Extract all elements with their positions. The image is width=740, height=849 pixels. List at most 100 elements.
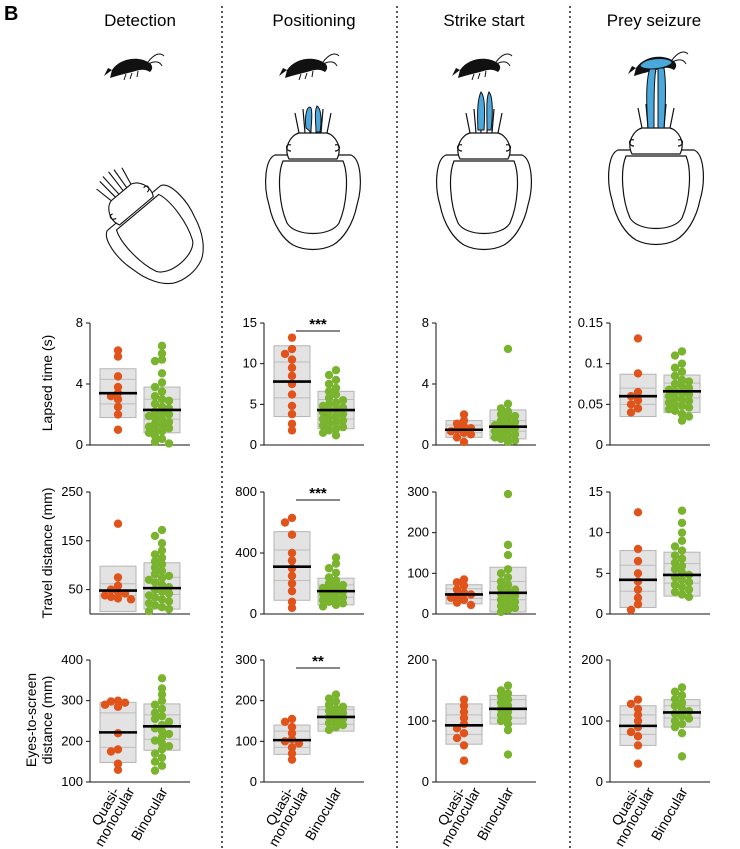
data-point — [324, 725, 334, 735]
data-point — [633, 732, 643, 741]
plot-travel-seizure: 0 5 10 15 — [589, 484, 710, 621]
data-point — [331, 390, 341, 399]
column-title-detection: Detection — [104, 11, 176, 30]
data-point — [670, 393, 680, 403]
data-point — [324, 718, 334, 728]
data-point — [496, 416, 506, 425]
data-point — [331, 704, 341, 713]
data-point — [677, 582, 687, 592]
data-point — [157, 349, 167, 358]
data-point — [287, 333, 297, 342]
data-point — [677, 729, 687, 738]
data-point — [338, 416, 348, 425]
data-point — [338, 422, 348, 432]
shrimp-icon — [278, 53, 340, 81]
y-tick-label: 100 — [581, 713, 603, 728]
data-point — [633, 396, 643, 405]
data-point — [318, 414, 328, 424]
data-point — [157, 761, 167, 770]
data-point — [338, 409, 348, 419]
y-tick-label: 300 — [407, 484, 429, 499]
y-tick-label: 100 — [61, 774, 83, 789]
data-point — [684, 412, 694, 421]
y-tick-label: 0 — [250, 774, 257, 789]
data-point — [677, 752, 687, 761]
data-point — [331, 411, 341, 420]
data-point — [466, 600, 476, 610]
cuttlefish-icon — [608, 58, 704, 246]
data-point — [157, 420, 167, 430]
y-tick-label: 0 — [596, 437, 603, 452]
data-point — [677, 536, 687, 545]
data-point — [150, 382, 160, 392]
data-point — [280, 349, 290, 359]
data-point — [677, 546, 687, 555]
data-point — [164, 717, 174, 727]
data-point — [113, 696, 123, 705]
data-point — [670, 687, 680, 696]
data-point — [324, 573, 334, 582]
y-tick-label: 5 — [596, 565, 603, 580]
data-point — [684, 585, 694, 594]
y-tick-label: 100 — [407, 713, 429, 728]
data-point — [150, 601, 160, 610]
data-point — [126, 595, 136, 604]
data-point — [670, 701, 680, 710]
data-point — [626, 727, 636, 737]
data-point — [677, 375, 687, 385]
data-point — [633, 334, 643, 343]
y-tick-label: 0 — [422, 606, 429, 621]
data-point — [496, 595, 506, 604]
data-point — [338, 720, 348, 730]
y-tick-label: 15 — [589, 484, 603, 499]
data-point — [287, 743, 297, 752]
data-point — [670, 400, 680, 409]
data-point — [503, 565, 513, 574]
y-tick-label: 0 — [250, 437, 257, 452]
data-point — [677, 401, 687, 411]
data-point — [157, 434, 167, 444]
data-point — [670, 406, 680, 416]
data-point — [503, 681, 513, 690]
data-point — [150, 392, 160, 401]
data-point — [510, 417, 520, 427]
data-point — [331, 424, 341, 433]
data-point — [150, 766, 160, 775]
data-point — [503, 437, 513, 447]
data-point — [677, 704, 687, 713]
data-point — [684, 714, 694, 723]
column-title-strike-start: Strike start — [443, 11, 525, 30]
data-point — [164, 571, 174, 581]
data-point — [496, 692, 506, 701]
data-point — [670, 363, 680, 372]
data-point — [157, 427, 167, 436]
data-point — [150, 356, 160, 366]
data-point — [496, 569, 506, 578]
data-point — [331, 697, 341, 706]
data-point — [452, 585, 462, 594]
data-point — [670, 351, 680, 360]
y-tick-label: 0 — [422, 437, 429, 452]
data-point — [684, 396, 694, 406]
data-point — [459, 410, 469, 419]
y-tick-label: 0.05 — [578, 396, 603, 411]
data-point — [113, 410, 123, 419]
data-point — [150, 708, 160, 718]
data-point — [150, 399, 160, 409]
data-point — [670, 551, 680, 560]
data-point — [287, 564, 297, 573]
data-point — [287, 597, 297, 606]
data-point — [164, 439, 174, 448]
data-point — [100, 700, 110, 709]
data-point — [331, 594, 341, 603]
plot-eyes-detection: 100 200 300 400 — [61, 652, 190, 789]
data-point — [503, 573, 513, 582]
data-point — [113, 702, 123, 711]
data-point — [633, 704, 643, 713]
data-point — [287, 355, 297, 364]
data-point — [510, 603, 520, 613]
data-point — [452, 419, 462, 428]
